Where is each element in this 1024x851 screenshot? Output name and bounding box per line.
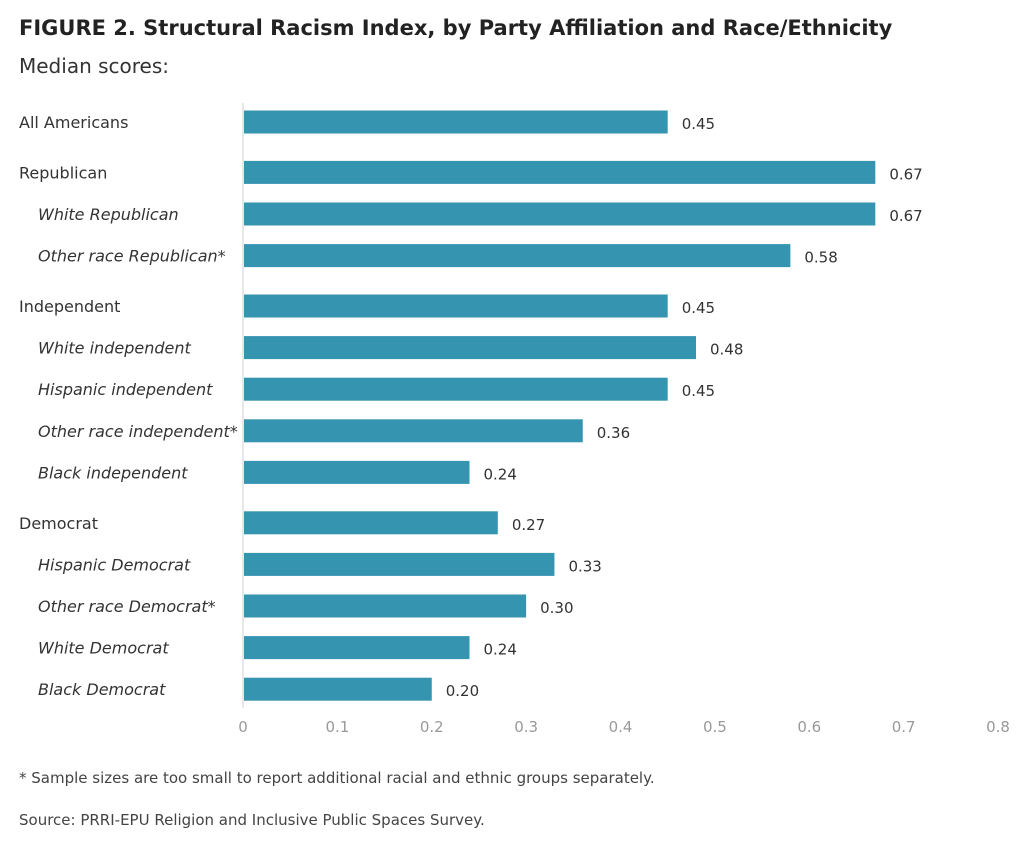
x-tick-label: 0.1 — [325, 718, 349, 736]
x-tick-label: 0 — [238, 718, 248, 736]
bar — [244, 202, 876, 226]
bar — [244, 377, 668, 401]
category-label: Hispanic Democrat — [38, 555, 191, 574]
bar — [244, 552, 555, 576]
data-label: 0.67 — [889, 165, 922, 183]
category-label: Other race Republican* — [38, 247, 226, 266]
category-label: White independent — [38, 339, 191, 358]
chart-subtitle: Median scores: — [19, 54, 169, 78]
data-label: 0.45 — [682, 115, 715, 133]
data-label: 0.45 — [682, 382, 715, 400]
x-tick-label: 0.3 — [514, 718, 538, 736]
bar — [244, 419, 583, 443]
x-tick-label: 0.5 — [703, 718, 727, 736]
x-tick-label: 0.7 — [892, 718, 916, 736]
x-tick-label: 0.6 — [797, 718, 821, 736]
bar-chart: All Americans 0.45 Republican 0.67 White Rep… — [19, 103, 1010, 736]
category-label: White Republican — [38, 205, 179, 224]
data-label: 0.24 — [484, 465, 517, 483]
category-label: Other race independent* — [38, 422, 238, 441]
bar — [244, 677, 432, 701]
category-label: White Democrat — [38, 639, 169, 658]
category-label: Black Democrat — [38, 680, 166, 699]
data-label: 0.24 — [484, 641, 517, 659]
category-label: Other race Democrat* — [38, 597, 216, 616]
data-label: 0.36 — [597, 424, 630, 442]
bar — [244, 336, 696, 360]
footnote: * Sample sizes are too small to report a… — [19, 769, 655, 787]
category-label: Hispanic independent — [38, 380, 213, 399]
data-label: 0.27 — [512, 516, 545, 534]
source-note: Source: PRRI-EPU Religion and Inclusive … — [19, 811, 485, 829]
bar — [244, 636, 470, 660]
x-tick-label: 0.2 — [420, 718, 444, 736]
chart-title: FIGURE 2. Structural Racism Index, by Pa… — [19, 16, 893, 40]
category-label: Independent — [19, 297, 120, 316]
category-label: Republican — [19, 163, 107, 182]
data-label: 0.58 — [804, 249, 837, 267]
category-label: Democrat — [19, 514, 98, 533]
data-label: 0.48 — [710, 341, 743, 359]
category-label: Black independent — [38, 463, 188, 482]
data-label: 0.33 — [568, 557, 601, 575]
bar — [244, 244, 791, 268]
bar — [244, 160, 876, 184]
data-label: 0.20 — [446, 682, 479, 700]
bar — [244, 511, 498, 535]
data-label: 0.67 — [889, 207, 922, 225]
bar — [244, 110, 668, 134]
bar — [244, 594, 527, 618]
x-tick-label: 0.8 — [986, 718, 1010, 736]
data-label: 0.30 — [540, 599, 573, 617]
category-label: All Americans — [19, 113, 128, 132]
x-tick-label: 0.4 — [609, 718, 633, 736]
bar — [244, 294, 668, 318]
data-label: 0.45 — [682, 299, 715, 317]
bar — [244, 460, 470, 484]
